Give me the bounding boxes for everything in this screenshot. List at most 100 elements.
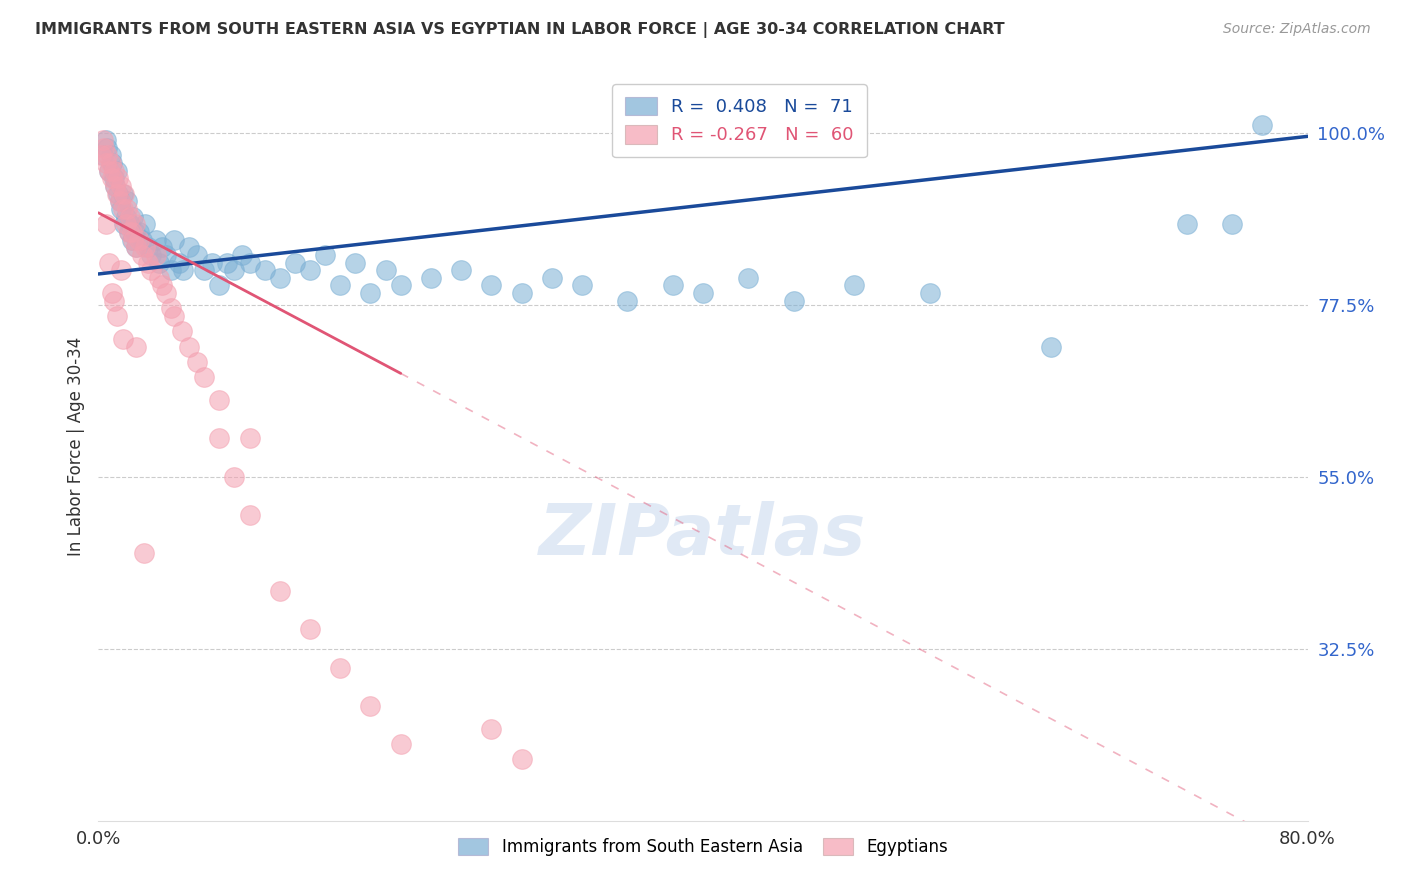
Point (186, 355, 208, 369)
Point (145, 248, 167, 262)
Point (360, 698, 382, 713)
Point (112, 186, 135, 201)
Point (571, 278, 593, 293)
Point (141, 248, 163, 262)
Point (134, 240, 156, 254)
Point (107, 186, 129, 201)
Point (98, 163, 121, 178)
Point (112, 217, 135, 231)
Point (121, 225, 143, 239)
Text: Source: ZipAtlas.com: Source: ZipAtlas.com (1223, 22, 1371, 37)
Point (844, 278, 866, 293)
Point (179, 240, 201, 254)
Point (1039, 340, 1062, 354)
Point (90, 148, 112, 162)
Point (299, 263, 322, 277)
Point (120, 210, 142, 224)
Point (692, 286, 714, 301)
Point (114, 217, 136, 231)
Point (420, 270, 443, 285)
Point (193, 370, 215, 384)
Point (111, 186, 134, 201)
Point (160, 301, 183, 316)
Point (661, 278, 683, 293)
Point (103, 163, 125, 178)
Point (128, 225, 150, 239)
Point (239, 255, 262, 269)
Point (269, 270, 291, 285)
Point (481, 278, 503, 293)
Point (540, 270, 562, 285)
Point (163, 233, 186, 247)
Point (148, 255, 170, 269)
Point (134, 217, 156, 231)
Text: IMMIGRANTS FROM SOUTH EASTERN ASIA VS EGYPTIAN IN LABOR FORCE | AGE 30-34 CORREL: IMMIGRANTS FROM SOUTH EASTERN ASIA VS EG… (35, 22, 1005, 38)
Point (111, 202, 134, 216)
Point (131, 233, 153, 247)
Point (208, 393, 231, 408)
Point (269, 584, 291, 599)
Point (91, 148, 114, 162)
Point (215, 255, 238, 269)
Point (122, 233, 145, 247)
Point (111, 332, 134, 346)
Point (110, 179, 132, 194)
Point (172, 263, 194, 277)
Point (94, 217, 117, 231)
Point (122, 210, 145, 224)
Point (224, 469, 246, 483)
Point (128, 233, 150, 247)
Point (150, 278, 173, 293)
Point (253, 263, 276, 277)
Point (163, 309, 186, 323)
Point (1220, 217, 1243, 231)
Point (115, 194, 138, 209)
Point (124, 225, 146, 239)
Point (360, 286, 382, 301)
Y-axis label: In Labor Force | Age 30-34: In Labor Force | Age 30-34 (66, 336, 84, 556)
Point (179, 340, 201, 354)
Point (160, 263, 183, 277)
Point (284, 255, 307, 269)
Point (239, 431, 262, 445)
Point (101, 286, 124, 301)
Point (110, 202, 132, 216)
Point (114, 210, 136, 224)
Point (94, 156, 117, 170)
Point (329, 661, 352, 675)
Point (105, 163, 128, 178)
Point (103, 171, 125, 186)
Point (124, 217, 146, 231)
Point (186, 248, 208, 262)
Point (155, 286, 177, 301)
Point (108, 194, 131, 209)
Point (329, 278, 352, 293)
Point (299, 623, 322, 637)
Point (167, 255, 190, 269)
Point (132, 546, 155, 560)
Point (208, 278, 231, 293)
Point (783, 293, 806, 308)
Point (93, 141, 115, 155)
Point (98, 163, 121, 178)
Point (125, 240, 148, 254)
Point (155, 248, 177, 262)
Point (100, 148, 122, 162)
Point (201, 255, 224, 269)
Point (107, 171, 129, 186)
Point (110, 263, 132, 277)
Point (208, 431, 231, 445)
Point (121, 233, 143, 247)
Point (314, 248, 336, 262)
Point (481, 722, 503, 736)
Point (231, 248, 253, 262)
Point (94, 133, 117, 147)
Point (145, 233, 167, 247)
Point (136, 240, 159, 254)
Text: ZIPatlas: ZIPatlas (540, 501, 866, 570)
Point (224, 263, 246, 277)
Point (98, 255, 121, 269)
Point (1175, 217, 1198, 231)
Point (96, 141, 118, 155)
Point (103, 293, 125, 308)
